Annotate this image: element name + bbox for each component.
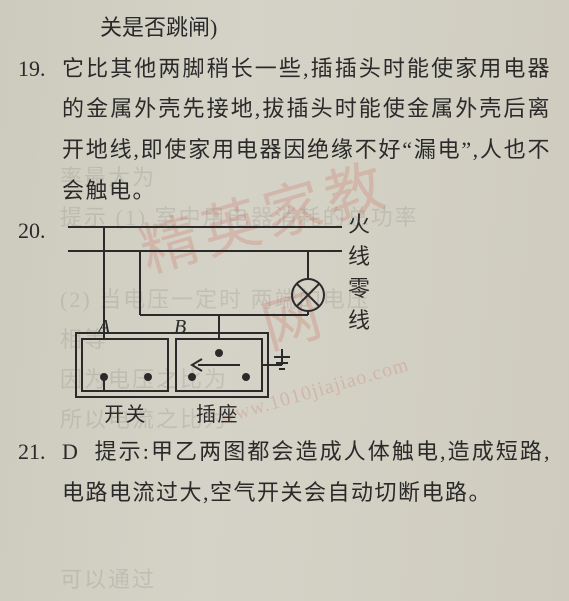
circuit-diagram: A B 开关 插座 火线 零线 <box>62 217 352 432</box>
svg-text:A: A <box>96 316 112 338</box>
partial-text: 关是否跳闸) <box>100 15 217 40</box>
hint-label: 提示: <box>95 439 151 464</box>
live-wire-label: 火线 <box>348 209 371 273</box>
circuit-diagram-wrap: A B 开关 插座 火线 零线 <box>62 217 551 432</box>
question-body: 它比其他两脚稍长一些,插插头时能使家用电器的金属外壳先接地,拔插头时能使金属外壳… <box>62 49 551 212</box>
question-number: 19. <box>18 49 62 212</box>
ghost-text: 可以通过 <box>60 560 156 601</box>
svg-text:B: B <box>174 316 188 338</box>
question-20: 20. <box>18 211 551 432</box>
question-body: D 提示:甲乙两图都会造成人体触电,造成短路,电路电流过大,空气开关会自动切断电… <box>62 432 551 513</box>
question-21: 21. D 提示:甲乙两图都会造成人体触电,造成短路,电路电流过大,空气开关会自… <box>18 432 551 513</box>
question-body: A B 开关 插座 火线 零线 <box>62 211 551 432</box>
socket-label: 插座 <box>196 403 239 426</box>
partial-previous-line: 关是否跳闸) <box>18 8 551 49</box>
line-labels: 火线 零线 <box>348 209 371 337</box>
neutral-wire-label: 零线 <box>348 273 371 337</box>
question-number: 20. <box>18 211 62 432</box>
page-content: 关是否跳闸) 19. 它比其他两脚稍长一些,插插头时能使家用电器的金属外壳先接地… <box>18 8 551 514</box>
question-19: 19. 它比其他两脚稍长一些,插插头时能使家用电器的金属外壳先接地,拔插头时能使… <box>18 49 551 212</box>
switch-label: 开关 <box>104 403 147 426</box>
answer-letter: D <box>62 439 79 464</box>
question-number: 21. <box>18 432 62 513</box>
